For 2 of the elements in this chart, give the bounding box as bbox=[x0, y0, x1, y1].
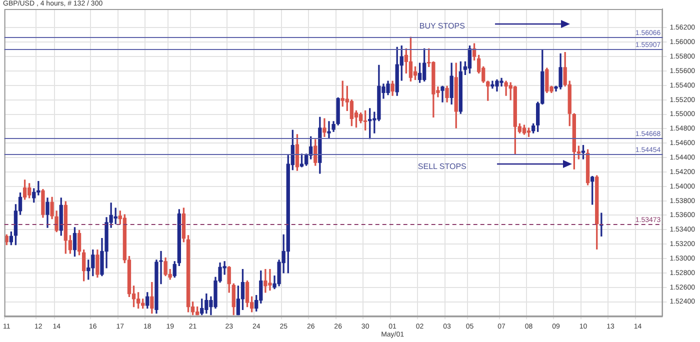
annotation: SELL STOPS bbox=[418, 162, 466, 172]
annotation: BUY STOPS bbox=[419, 22, 465, 31]
